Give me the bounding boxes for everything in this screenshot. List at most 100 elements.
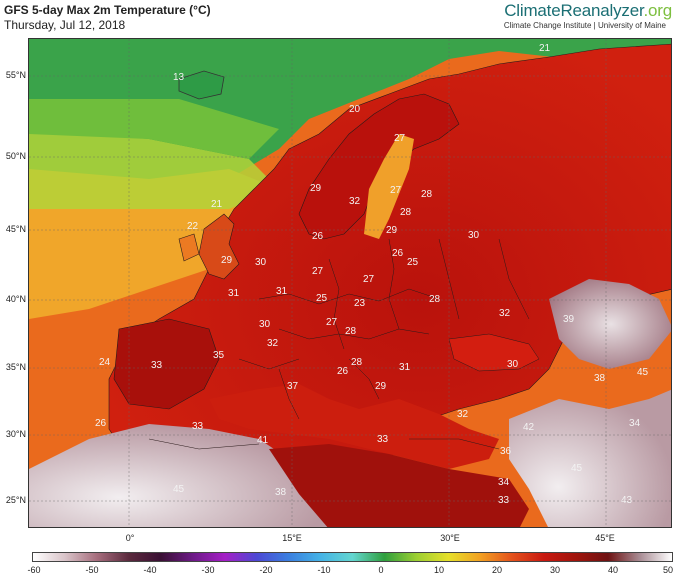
temp-label: 30 [507, 359, 519, 370]
temp-label: 45 [571, 463, 583, 474]
colorbar-tick: 50 [662, 565, 674, 575]
temp-label: 27 [326, 317, 338, 328]
colorbar-tick: 0 [378, 565, 384, 575]
temp-label: 20 [349, 104, 361, 115]
british-isles [198, 213, 240, 280]
black-sea [448, 333, 540, 372]
iceland [178, 70, 225, 100]
egypt-libya-hot [269, 444, 529, 527]
temp-label: 28 [429, 294, 441, 305]
temp-label: 37 [287, 381, 299, 392]
temp-label: 26 [392, 248, 404, 259]
temp-label: 25 [316, 293, 328, 304]
colorbar-tick: -60 [27, 565, 41, 575]
temp-label: 31 [228, 288, 240, 299]
header: GFS 5-day Max 2m Temperature (°C) Thursd… [0, 0, 680, 38]
temp-label: 32 [457, 409, 469, 420]
temp-label: 26 [337, 366, 349, 377]
baltic-sea [364, 134, 414, 239]
iberia [113, 318, 220, 410]
temp-label: 21 [211, 199, 223, 210]
temp-label: 33 [151, 360, 163, 371]
temp-label: 38 [594, 373, 606, 384]
sahara-desert [29, 424, 328, 527]
graticule [29, 39, 671, 527]
map-canvas: 21 13 20 27 29 32 27 28 28 21 22 26 29 3… [29, 39, 671, 527]
temp-label: 29 [386, 225, 398, 236]
mediterranean-sea [209, 384, 499, 469]
temp-label: 26 [312, 231, 324, 242]
temp-label: 42 [523, 422, 535, 433]
colorbar-tick: 10 [433, 565, 445, 575]
temp-label: 30 [468, 230, 480, 241]
temp-label: 32 [267, 338, 279, 349]
middle-east-desert [509, 389, 671, 527]
temperature-map[interactable]: 21 13 20 27 29 32 27 28 28 21 22 26 29 3… [28, 38, 672, 528]
temp-label: 43 [621, 495, 633, 506]
map-title: GFS 5-day Max 2m Temperature (°C) [4, 3, 211, 17]
colorbar-tick: 40 [607, 565, 619, 575]
map-date: Thursday, Jul 12, 2018 [4, 18, 126, 32]
temp-label: 31 [399, 362, 411, 373]
temp-label: 23 [354, 298, 366, 309]
lat-label: 25°N [5, 495, 26, 505]
temp-label: 24 [99, 357, 111, 368]
temp-label: 27 [363, 274, 375, 285]
colorbar-tick: -10 [317, 565, 331, 575]
temp-label: 27 [390, 185, 402, 196]
temp-label: 32 [499, 308, 511, 319]
temp-label: 30 [255, 257, 267, 268]
lon-label: 0° [125, 533, 135, 543]
lat-label: 40°N [5, 294, 26, 304]
atlantic-cool-band [29, 129, 279, 209]
lat-label: 35°N [5, 362, 26, 372]
temp-label: 45 [637, 367, 649, 378]
temp-label: 39 [563, 314, 575, 325]
temp-label: 33 [192, 421, 204, 432]
temp-label: 30 [259, 319, 271, 330]
ireland [178, 233, 200, 262]
temp-label: 27 [312, 266, 324, 277]
temp-label: 33 [498, 495, 510, 506]
caspian-region [549, 279, 671, 369]
temp-label: 35 [213, 350, 225, 361]
temp-label: 28 [400, 207, 412, 218]
colorbar-tick: 30 [549, 565, 561, 575]
lat-label: 55°N [5, 70, 26, 80]
temp-label: 41 [257, 435, 269, 446]
temp-label: 29 [221, 255, 233, 266]
brand-subtitle: Climate Change Institute | University of… [503, 21, 666, 30]
temp-label: 29 [310, 183, 322, 194]
temp-label: 45 [173, 484, 185, 495]
temp-label: 26 [95, 418, 107, 429]
brand-logo[interactable]: ClimateReanalyzer.org [504, 1, 672, 21]
temp-label: 28 [421, 189, 433, 200]
temp-label: 28 [351, 357, 363, 368]
temp-label: 31 [276, 286, 288, 297]
temp-label: 28 [345, 326, 357, 337]
temp-label: 27 [394, 133, 406, 144]
colorbar-tick: 20 [491, 565, 503, 575]
lat-label: 50°N [5, 151, 26, 161]
lon-label: 15°E [282, 533, 302, 543]
temp-label: 34 [498, 477, 510, 488]
brand-tld: .org [643, 1, 673, 20]
colorbar-tick: -30 [201, 565, 215, 575]
colorbar-tick: -40 [143, 565, 157, 575]
temperature-colorbar [32, 552, 673, 562]
lon-label: 45°E [595, 533, 615, 543]
temperature-labels: 21 13 20 27 29 32 27 28 28 21 22 26 29 3… [95, 43, 649, 506]
temp-label: 33 [377, 434, 389, 445]
temp-label: 25 [407, 257, 419, 268]
atlantic-green-band [29, 99, 279, 159]
colorbar-tick: -50 [85, 565, 99, 575]
lon-label: 30°E [440, 533, 460, 543]
temp-label: 32 [349, 196, 361, 207]
brand-name: ClimateReanalyzer [504, 1, 644, 20]
lat-label: 30°N [5, 429, 26, 439]
temp-label: 22 [187, 221, 199, 232]
temp-label: 29 [375, 381, 387, 392]
lat-label: 45°N [5, 224, 26, 234]
temp-label: 21 [539, 43, 551, 54]
temp-label: 38 [275, 487, 287, 498]
